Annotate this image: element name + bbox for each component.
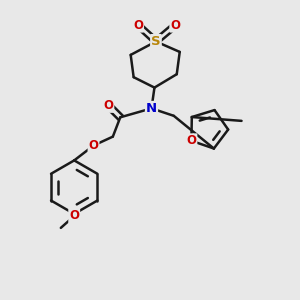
Text: O: O <box>186 134 197 147</box>
Text: O: O <box>103 99 113 112</box>
Text: O: O <box>88 139 98 152</box>
Text: O: O <box>170 19 180 32</box>
Text: S: S <box>151 35 161 48</box>
Text: O: O <box>133 19 143 32</box>
Text: N: N <box>146 102 157 115</box>
Text: O: O <box>69 209 79 223</box>
